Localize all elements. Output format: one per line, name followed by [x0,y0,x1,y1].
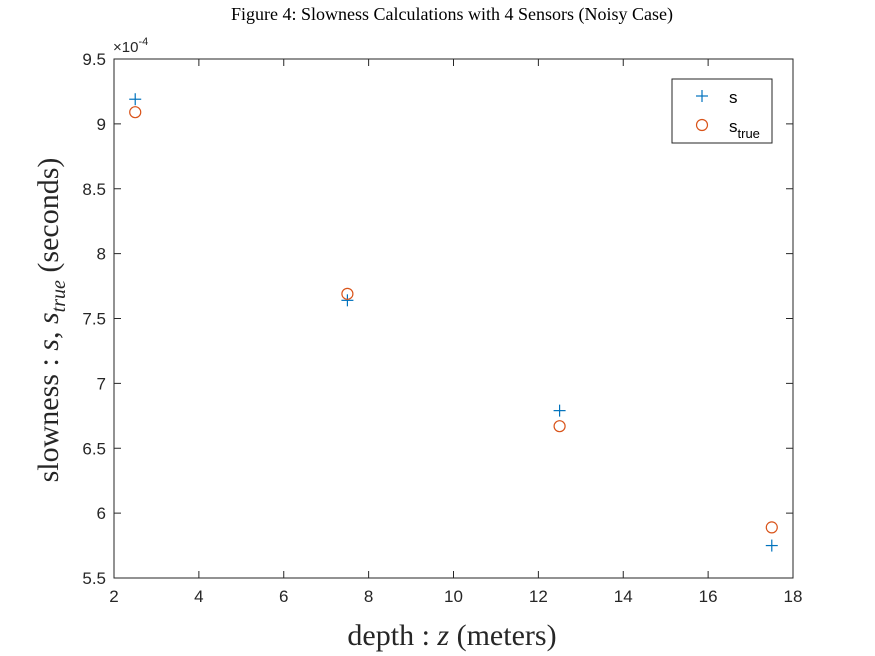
y-axis-label-sub: true [48,280,70,312]
x-axis-label: depth : z (meters) [347,619,556,652]
y-exponent-base: ×10 [113,39,138,56]
data-point-s [129,93,142,106]
legend-marker [695,118,709,132]
y-tick-label: 8.5 [82,180,106,199]
legend-item-s: s [696,88,738,107]
y-axis-label-post: (seconds) [32,158,65,280]
series-s [129,93,778,552]
data-point-s-true [341,287,354,300]
y-tick-label: 7 [97,374,106,393]
y-exponent-power: -4 [138,36,148,48]
y-tick-label: 9.5 [82,50,106,69]
x-axis-label-var: z [436,619,449,652]
y-axis-label-var2: s [32,312,65,324]
x-axis-label-pre: depth : [347,619,437,652]
y-tick-label: 7.5 [82,310,106,329]
legend-label-main: s [729,88,738,107]
x-tick-label: 10 [444,587,463,606]
x-tick-label: 16 [699,587,718,606]
data-point-s [553,404,566,417]
x-tick-label: 12 [529,587,548,606]
data-point-s [765,539,778,552]
legend-label-sub: true [738,126,760,141]
data-point-s-true [129,106,142,119]
legend-item-s-true: strue [695,117,760,141]
legend-label: s [729,88,738,107]
y-tick-label: 6 [97,504,106,523]
legend-label: strue [729,117,760,141]
chart-title: Figure 4: Slowness Calculations with 4 S… [231,4,673,25]
x-axis-label-post: (meters) [449,619,556,652]
y-tick-label: 8 [97,245,106,264]
data-point-s-true [553,420,566,433]
legend-marker [696,90,708,102]
legend-box [671,78,773,144]
y-tick-label: 6.5 [82,439,106,458]
x-tick-label: 8 [364,587,373,606]
y-axis-label-sep: , [32,324,65,339]
x-tick-label: 2 [109,587,118,606]
legend-label-main: s [729,117,738,136]
plot-area [113,58,794,579]
y-axis-label: slowness : s, strue (seconds) [32,158,70,483]
x-tick-label: 14 [614,587,633,606]
x-tick-label: 18 [784,587,803,606]
data-marks [129,93,778,552]
data-point-s-true [765,521,778,534]
x-tick-label: 4 [194,587,203,606]
plot-border [113,58,794,579]
y-axis-label-pre: slowness : [32,351,65,483]
y-tick-label: 5.5 [82,569,106,588]
axis-ticks: 2 4 6 8 10 12 14 16 18 5.5 6 6.5 7 7.5 8 8.5 9 9.5 [82,50,802,606]
series-s-true [129,106,778,534]
y-axis-label-var1: s [32,339,65,351]
y-tick-label: 9 [97,115,106,134]
y-exponent-label: ×10-4 [113,36,148,56]
x-tick-label: 6 [279,587,288,606]
data-point-s [341,294,354,307]
